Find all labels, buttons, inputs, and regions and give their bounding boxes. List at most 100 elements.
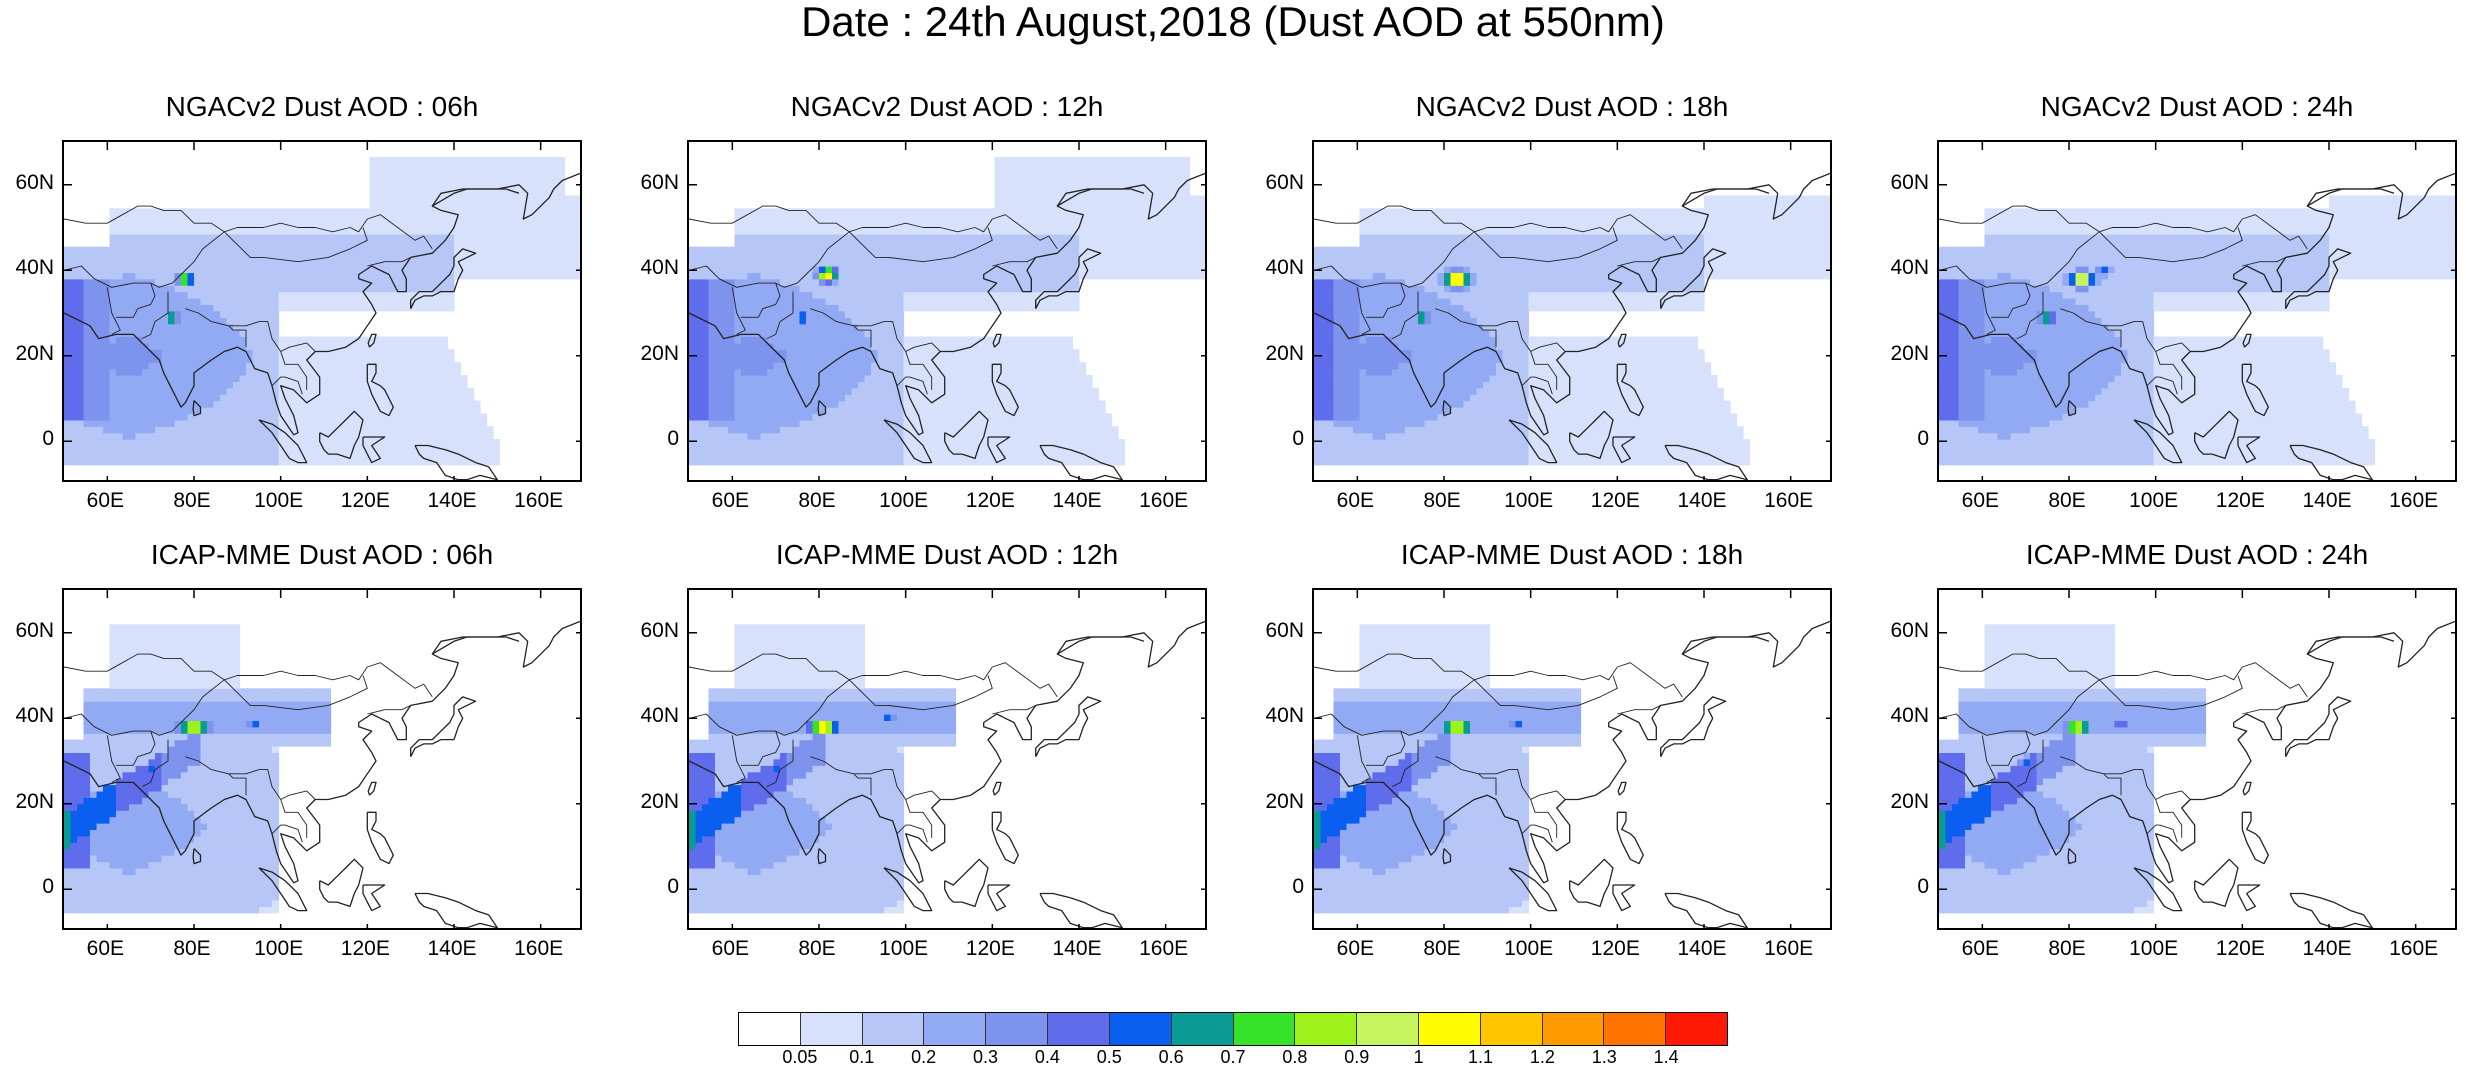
aod-cell <box>129 407 136 414</box>
aod-cell <box>754 324 761 331</box>
aod-cell <box>90 375 97 382</box>
aod-cell <box>949 407 956 414</box>
aod-cell <box>787 426 794 433</box>
aod-cell <box>84 285 91 292</box>
aod-cell <box>207 260 214 267</box>
aod-cell <box>787 324 794 331</box>
aod-cell <box>988 394 995 401</box>
aod-cell <box>897 234 904 241</box>
aod-cell <box>409 176 416 183</box>
aod-cell <box>995 183 1002 190</box>
aod-cell <box>422 375 429 382</box>
aod-cell <box>1008 426 1015 433</box>
aod-cell <box>871 285 878 292</box>
aod-cell <box>715 362 722 369</box>
aod-cell <box>77 414 84 421</box>
aod-cell <box>709 446 716 453</box>
aod-cell <box>709 349 716 356</box>
aod-cell <box>826 228 833 235</box>
aod-cell <box>1040 433 1047 440</box>
aod-cell <box>389 189 396 196</box>
aod-cell <box>1040 260 1047 267</box>
aod-cell <box>194 388 201 395</box>
aod-cell <box>259 337 266 344</box>
aod-cell <box>506 240 513 247</box>
aod-cell <box>383 298 390 305</box>
aod-cell <box>324 343 331 350</box>
aod-cell <box>181 433 188 440</box>
aod-cell <box>1047 375 1054 382</box>
aod-cell <box>201 381 208 388</box>
aod-cell <box>370 452 377 459</box>
aod-cell <box>422 407 429 414</box>
aod-cell <box>129 426 136 433</box>
aod-cell <box>402 420 409 427</box>
aod-cell <box>467 266 474 273</box>
aod-cell <box>819 343 826 350</box>
aod-cell <box>1014 157 1021 164</box>
aod-cell <box>741 234 748 241</box>
aod-cell <box>539 189 546 196</box>
aod-cell <box>363 439 370 446</box>
aod-cell <box>214 452 221 459</box>
aod-cell <box>1021 452 1028 459</box>
aod-cell <box>702 304 709 311</box>
aod-cell <box>552 247 559 254</box>
aod-cell <box>175 234 182 241</box>
aod-cell <box>930 433 937 440</box>
aod-cell <box>865 292 872 299</box>
aod-cell <box>748 234 755 241</box>
aod-cell <box>839 401 846 408</box>
aod-cell <box>806 362 813 369</box>
aod-cell <box>774 337 781 344</box>
aod-cell <box>839 414 846 421</box>
aod-cell <box>578 208 583 215</box>
aod-cell <box>949 420 956 427</box>
aod-cell <box>305 208 312 215</box>
aod-cell <box>149 228 156 235</box>
aod-cell <box>240 401 247 408</box>
aod-cell <box>376 170 383 177</box>
aod-cell <box>1034 240 1041 247</box>
aod-cell <box>376 369 383 376</box>
aod-cell <box>982 446 989 453</box>
aod-cell <box>188 298 195 305</box>
aod-cell <box>396 426 403 433</box>
aod-cell <box>897 362 904 369</box>
aod-cell <box>129 381 136 388</box>
aod-cell <box>201 272 208 279</box>
aod-cell <box>422 208 429 215</box>
aod-cell <box>129 433 136 440</box>
aod-cell <box>90 381 97 388</box>
aod-cell <box>702 375 709 382</box>
aod-cell <box>552 170 559 177</box>
aod-cell <box>428 260 435 267</box>
aod-cell <box>1021 401 1028 408</box>
aod-cell <box>761 414 768 421</box>
aod-cell <box>422 433 429 440</box>
aod-cell <box>806 375 813 382</box>
aod-cell <box>878 208 885 215</box>
aod-cell <box>709 285 716 292</box>
aod-cell <box>871 247 878 254</box>
aod-cell <box>1021 157 1028 164</box>
aod-cell <box>1034 362 1041 369</box>
aod-cell <box>969 356 976 363</box>
aod-cell <box>1021 279 1028 286</box>
aod-cell <box>350 234 357 241</box>
aod-cell <box>988 349 995 356</box>
aod-cell <box>910 285 917 292</box>
aod-cell <box>396 452 403 459</box>
aod-cell <box>532 157 539 164</box>
aod-cell <box>441 356 448 363</box>
aod-cell <box>852 311 859 318</box>
aod-cell <box>936 298 943 305</box>
aod-cell <box>871 279 878 286</box>
aod-cell <box>175 349 182 356</box>
aod-cell <box>448 215 455 222</box>
aod-cell <box>363 369 370 376</box>
aod-cell <box>279 343 286 350</box>
aod-cell <box>1001 298 1008 305</box>
aod-cell <box>1014 170 1021 177</box>
aod-cell <box>344 266 351 273</box>
